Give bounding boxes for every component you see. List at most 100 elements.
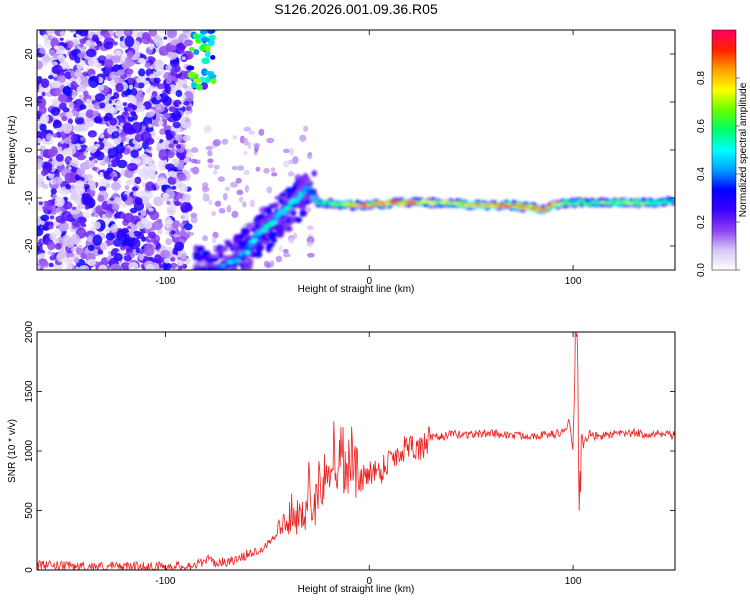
ridge-halo: [247, 258, 254, 267]
noise-blob: [61, 116, 68, 122]
ridge-cell: [542, 208, 549, 212]
noise-blob: [78, 94, 84, 100]
colorbar-tick-label: 0.2: [696, 215, 707, 229]
noise-blob: [89, 77, 95, 81]
noise-blob: [42, 235, 48, 240]
noise-blob: [172, 121, 181, 129]
noise-blob: [144, 219, 153, 230]
top-spot-blob: [199, 44, 207, 52]
noise-blob: [162, 96, 172, 107]
noise-blob: [148, 231, 157, 239]
ridge-halo: [216, 285, 224, 292]
noise-blob: [170, 230, 176, 235]
noise-blob: [114, 152, 123, 160]
ridge-halo: [195, 279, 201, 285]
noise-blob: [113, 92, 120, 99]
noise-blob: [134, 178, 141, 184]
noise-blob: [175, 89, 183, 98]
noise-blob: [282, 248, 289, 254]
noise-blob: [79, 43, 84, 48]
ridge-halo: [218, 251, 224, 260]
ridge-halo: [311, 170, 317, 177]
noise-blob: [222, 192, 228, 201]
noise-blob: [56, 75, 66, 83]
ridge-halo: [196, 277, 204, 283]
noise-blob: [306, 225, 314, 231]
spectrogram-y-axis-label: Frequency (Hz): [7, 116, 18, 185]
noise-blob: [121, 196, 128, 202]
noise-blob: [59, 37, 64, 41]
noise-blob: [76, 117, 85, 124]
noise-blob: [130, 149, 139, 159]
noise-blob: [303, 125, 309, 132]
noise-blob: [155, 68, 166, 77]
noise-blob: [178, 104, 184, 108]
noise-blob: [103, 32, 111, 38]
noise-blob: [115, 144, 126, 154]
noise-blob: [152, 220, 163, 231]
noise-blob: [203, 125, 212, 134]
ridge-cell: [234, 258, 241, 263]
noise-blob: [97, 264, 108, 270]
top-spot-blob: [204, 76, 211, 84]
ridge-halo: [237, 240, 246, 247]
snr-x-tick-label: -100: [155, 576, 175, 587]
noise-blob: [57, 146, 63, 151]
noise-blob: [47, 148, 58, 157]
noise-blob: [229, 181, 238, 188]
noise-blob: [180, 116, 192, 129]
ridge-cell: [410, 200, 417, 204]
ridge-cell: [224, 264, 231, 269]
noise-blob: [248, 130, 255, 135]
ridge-cell: [491, 203, 498, 206]
noise-blob: [270, 167, 276, 173]
noise-blob: [98, 181, 107, 187]
noise-blob: [174, 241, 185, 252]
ridge-cell: [244, 250, 251, 255]
noise-blob: [79, 229, 85, 235]
noise-blob: [213, 164, 220, 170]
noise-blob: [184, 39, 193, 47]
noise-blob: [71, 166, 78, 173]
noise-blob: [96, 40, 103, 47]
noise-blob: [121, 61, 132, 69]
noise-blobs: [37, 30, 315, 270]
ridge-halo: [206, 285, 215, 289]
noise-blob: [137, 57, 145, 63]
noise-blob: [172, 254, 178, 258]
noise-blob: [145, 77, 150, 81]
noise-blob: [166, 205, 175, 212]
noise-blob: [46, 240, 56, 251]
noise-blob: [40, 214, 50, 222]
snr-x-tick-label: 100: [565, 576, 582, 587]
noise-blob: [62, 122, 73, 134]
noise-blob: [184, 109, 191, 116]
noise-blob: [50, 188, 57, 195]
noise-blob: [183, 223, 193, 231]
noise-blob: [37, 265, 41, 270]
noise-blob: [120, 262, 131, 270]
noise-blob: [86, 160, 95, 168]
noise-blob: [110, 182, 122, 191]
colorbar-label: Normalized spectral amplitude: [738, 82, 749, 217]
noise-blob: [68, 102, 75, 109]
noise-blob: [207, 150, 213, 157]
noise-blob: [134, 141, 143, 149]
noise-blob: [125, 30, 131, 34]
noise-blob: [37, 215, 42, 226]
noise-blob: [97, 194, 105, 203]
noise-blob: [42, 226, 48, 231]
noise-blob: [208, 199, 213, 206]
noise-blob: [44, 209, 49, 213]
noise-blob: [182, 134, 191, 142]
noise-blob: [99, 102, 106, 109]
top-spot-blob: [201, 57, 211, 65]
noise-blob: [175, 114, 180, 119]
noise-blob: [138, 68, 146, 77]
colorbar-tick-label: 0.8: [696, 71, 707, 85]
ridge-halo: [202, 281, 210, 286]
ridge-cell: [430, 203, 437, 206]
